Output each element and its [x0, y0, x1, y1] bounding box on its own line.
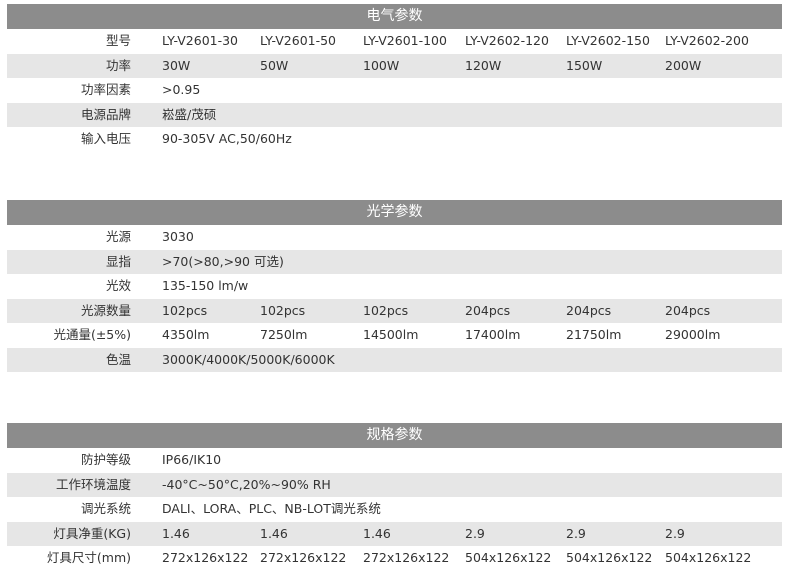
table-row: 型号 LY-V2601-30 LY-V2601-50 LY-V2601-100 LY-V…	[7, 29, 782, 54]
table-row: 工作环境温度 -40°C~50°C,20%~90% RH	[7, 472, 782, 497]
table-row: 色温 3000K/4000K/5000K/6000K	[7, 347, 782, 372]
row-value: 2.9	[566, 525, 586, 541]
table-row: 光源 3030	[7, 225, 782, 250]
row-label: 功率因素	[80, 82, 131, 97]
row-value: 504x126x122	[566, 550, 653, 565]
row-value: 204pcs	[665, 302, 711, 318]
row-value: 3030	[162, 229, 194, 244]
row-label: 显指	[105, 253, 131, 269]
row-label: 调光系统	[80, 501, 131, 516]
row-value: DALI、LORA、PLC、NB-LOT调光系统	[162, 501, 381, 516]
table-row: 防护等级 IP66/IK10	[7, 448, 782, 473]
row-value: 4350lm	[162, 327, 210, 342]
table-row: 调光系统 DALI、LORA、PLC、NB-LOT调光系统	[7, 497, 782, 522]
row-value: 504x126x122	[665, 550, 752, 565]
table-row: 电源品牌 崧盛/茂硕	[7, 102, 782, 127]
spec-params-section: 规格参数防护等级 IP66/IK10 工作环境温度 -40°C~50°C,20%~90…	[7, 423, 782, 571]
row-value: >70(>80,>90 可选)	[162, 253, 284, 269]
row-label: 色温	[105, 351, 131, 367]
table-row: 光源数量 102pcs 102pcs 102pcs 204pcs 204pcs 204pcs	[7, 298, 782, 323]
row-value: LY-V2601-30	[162, 33, 239, 48]
row-value: -40°C~50°C,20%~90% RH	[162, 476, 331, 492]
row-label: 输入电压	[80, 131, 131, 146]
row-value: IP66/IK10	[162, 452, 222, 467]
row-label: 电源品牌	[80, 106, 131, 122]
row-label: 工作环境温度	[55, 476, 131, 492]
row-value: 1.46	[260, 525, 288, 541]
table-row: 功率 30W 50W 100W 120W 150W 200W	[7, 53, 782, 78]
electrical-params-section: 电气参数型号 LY-V2601-30 LY-V2601-50 LY-V2601-100…	[7, 4, 782, 152]
section-title: 电气参数	[7, 4, 782, 29]
table-row: 输入电压 90-305V AC,50/60Hz	[7, 127, 782, 152]
row-label: 灯具净重(KG)	[53, 525, 131, 541]
row-value: 2.9	[465, 525, 485, 541]
row-value: LY-V2602-200	[665, 33, 749, 48]
row-value: 272x126x122	[363, 550, 450, 565]
row-value: >0.95	[162, 82, 201, 97]
row-value: 50W	[260, 57, 289, 73]
row-label: 光源数量	[80, 302, 131, 318]
row-value: 30W	[162, 57, 191, 73]
row-label: 光通量(±5%)	[53, 327, 131, 342]
row-label: 功率	[105, 57, 131, 73]
table-row: 光通量(±5%) 4350lm 7250lm 14500lm 17400lm 21750l…	[7, 323, 782, 348]
row-value: 272x126x122	[260, 550, 347, 565]
row-value: 150W	[566, 57, 603, 73]
section-title: 规格参数	[7, 423, 782, 448]
section-title: 光学参数	[7, 200, 782, 225]
row-label: 光效	[105, 278, 131, 293]
table-row: 光效 135-150 lm/w	[7, 274, 782, 299]
row-value: LY-V2601-100	[363, 33, 447, 48]
table-row: 灯具净重(KG) 1.46 1.46 1.46 2.9 2.9 2.9	[7, 521, 782, 546]
row-value: 21750lm	[566, 327, 622, 342]
row-value: 崧盛/茂硕	[162, 106, 217, 122]
row-value: 102pcs	[162, 302, 208, 318]
row-value: 102pcs	[260, 302, 306, 318]
row-label: 型号	[105, 33, 131, 48]
row-value: 272x126x122	[162, 550, 249, 565]
row-value: 1.46	[363, 525, 391, 541]
optical-params-section: 光学参数光源 3030 显指 >70(>80,>90 可选) 光效 135-150 lm/…	[7, 200, 782, 372]
table-row: 功率因素 >0.95	[7, 78, 782, 103]
row-value: 90-305V AC,50/60Hz	[162, 131, 292, 146]
row-value: 200W	[665, 57, 702, 73]
row-value: 29000lm	[665, 327, 721, 342]
row-label: 光源	[105, 229, 131, 244]
row-value: LY-V2602-120	[465, 33, 549, 48]
table-row: 灯具尺寸(mm) 272x126x122 272x126x122 272x126x12…	[7, 546, 782, 571]
row-value: LY-V2602-150	[566, 33, 650, 48]
row-value: 135-150 lm/w	[162, 278, 249, 293]
row-value: 2.9	[665, 525, 685, 541]
row-value: 100W	[363, 57, 400, 73]
row-value: 7250lm	[260, 327, 308, 342]
row-value: 120W	[465, 57, 502, 73]
row-value: 17400lm	[465, 327, 521, 342]
row-value: LY-V2601-50	[260, 33, 337, 48]
row-label: 防护等级	[80, 452, 131, 467]
row-value: 102pcs	[363, 302, 409, 318]
row-label: 灯具尺寸(mm)	[46, 550, 131, 565]
row-value: 204pcs	[465, 302, 511, 318]
row-value: 204pcs	[566, 302, 612, 318]
row-value: 1.46	[162, 525, 190, 541]
row-value: 504x126x122	[465, 550, 552, 565]
row-value: 14500lm	[363, 327, 419, 342]
row-value: 3000K/4000K/5000K/6000K	[162, 351, 335, 367]
table-row: 显指 >70(>80,>90 可选)	[7, 249, 782, 274]
